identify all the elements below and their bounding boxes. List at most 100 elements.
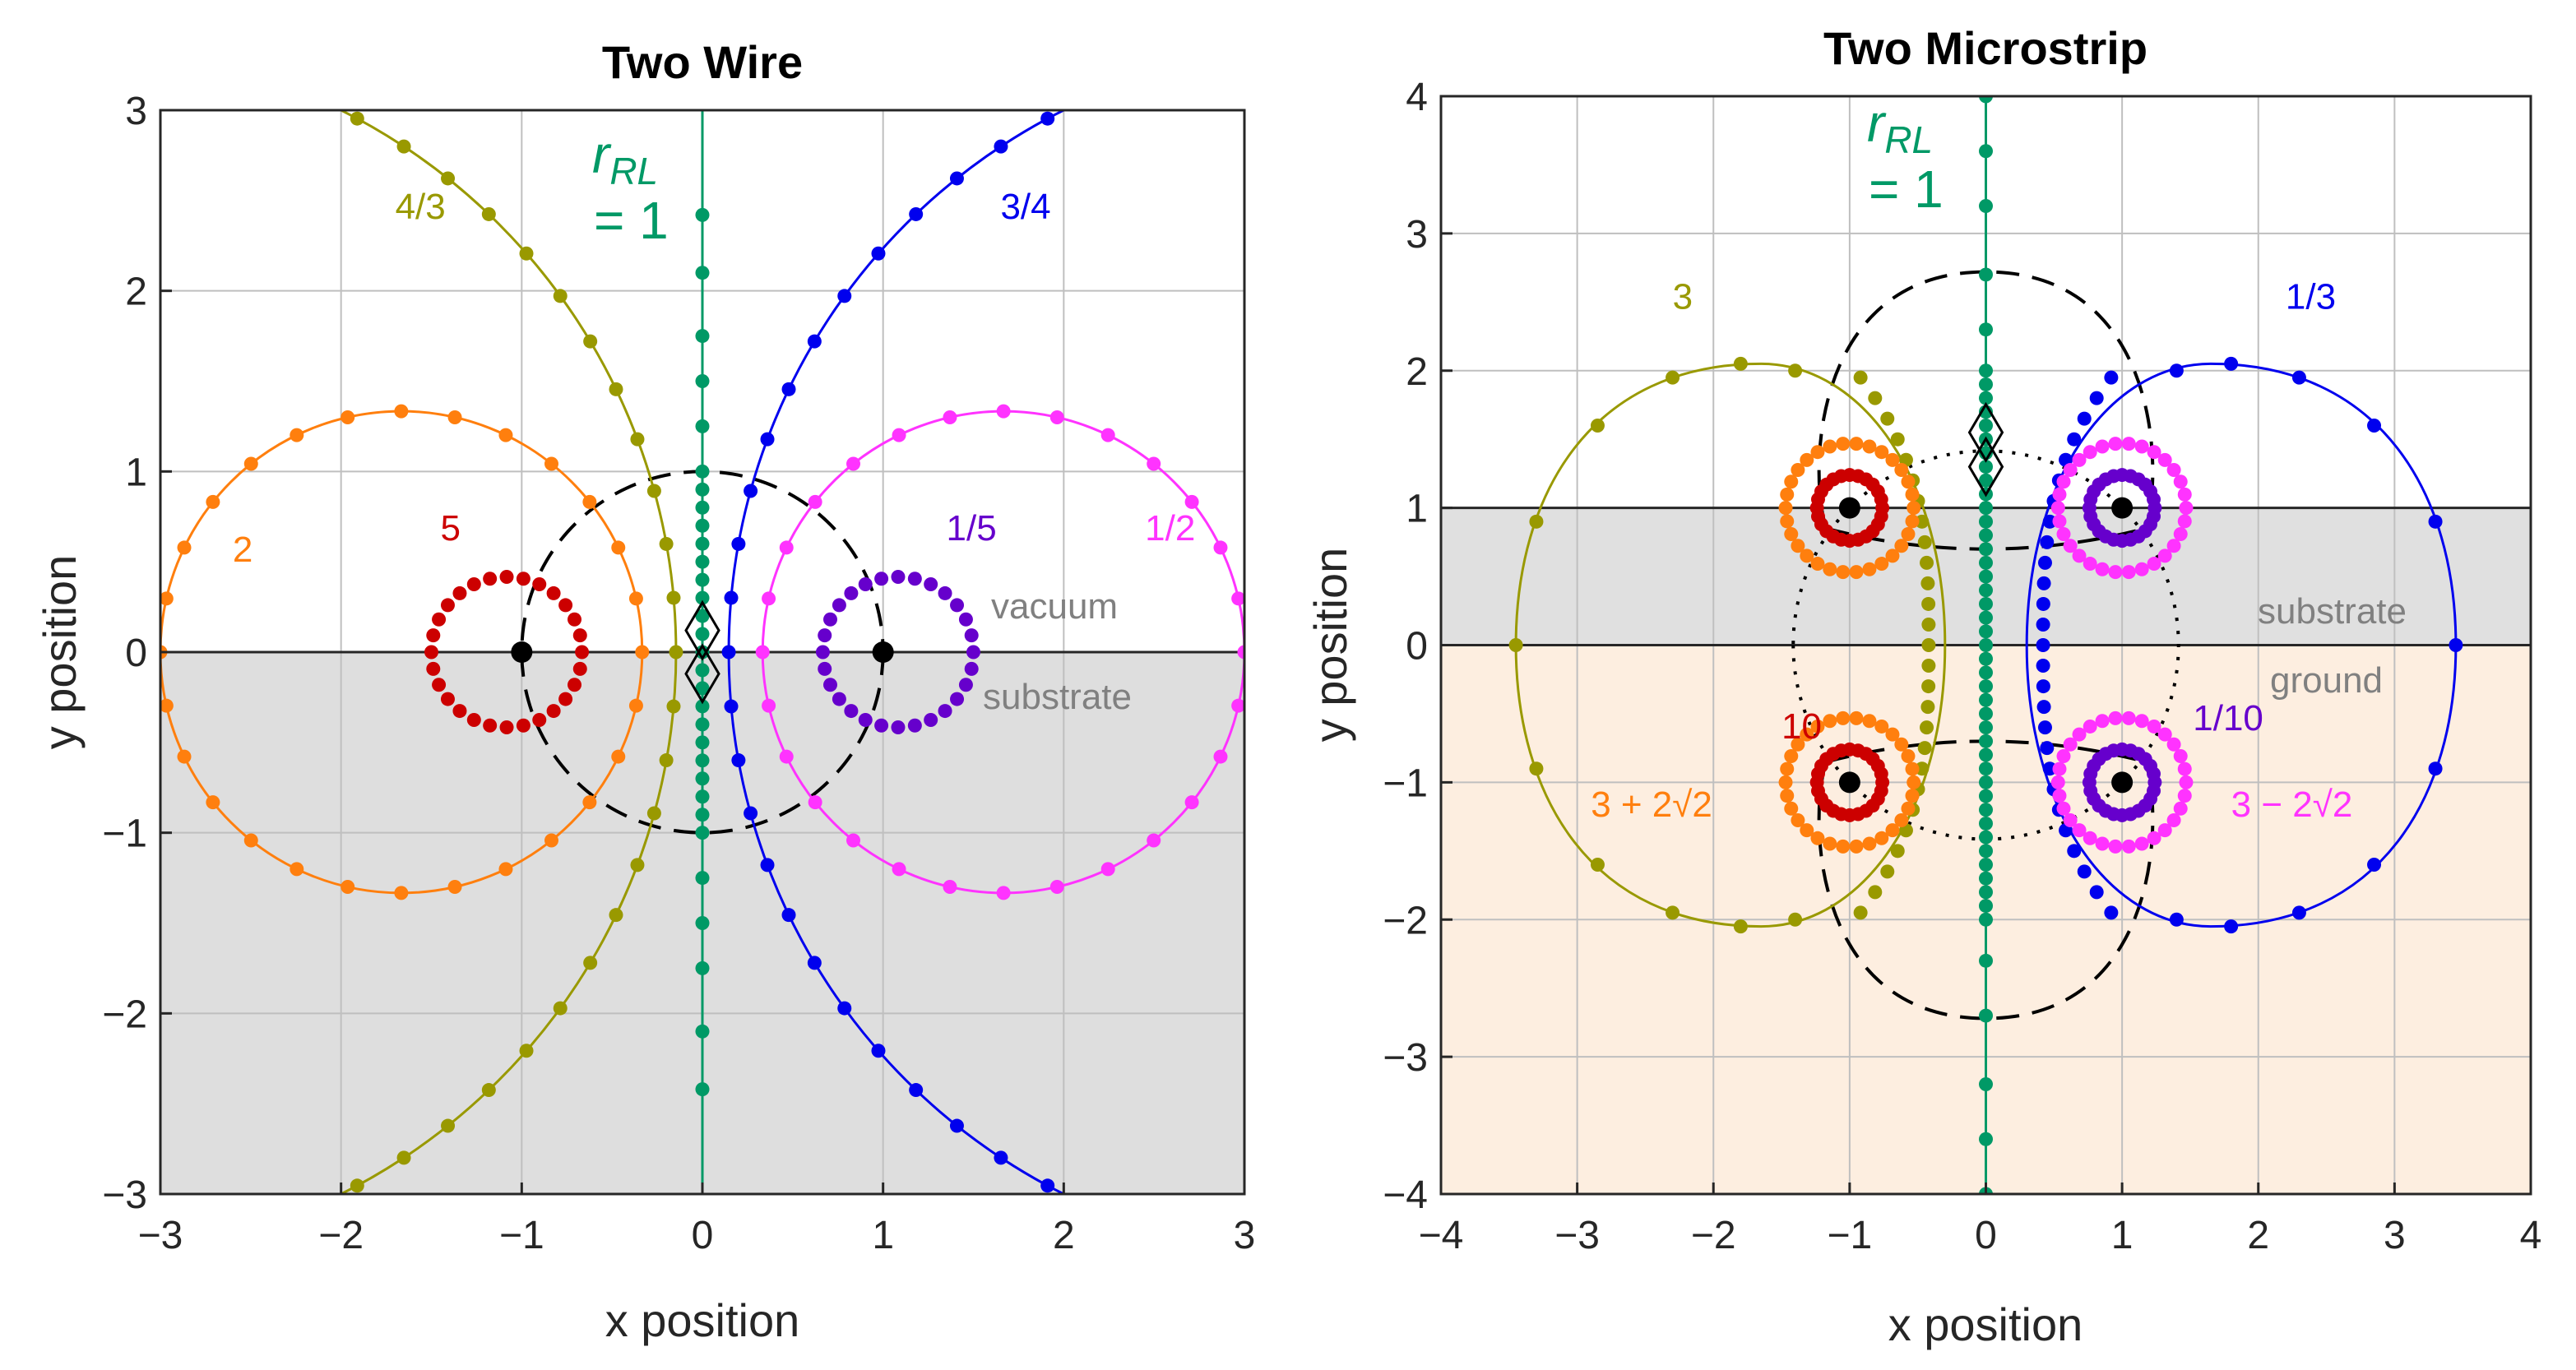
- two-wire-series-1-point: [635, 645, 650, 660]
- microstrip-series-magenta-top-point: [2173, 527, 2188, 542]
- two-microstrip-y-tick-label: 4: [1406, 76, 1428, 119]
- microstrip-series-orange-top-point: [1800, 452, 1814, 467]
- two-wire-label-4: 3/4: [1000, 187, 1050, 227]
- microstrip-series-magenta-top-point: [2072, 452, 2087, 467]
- two-wire-series-1-point: [290, 428, 304, 442]
- two-wire-series-2-point: [396, 1150, 411, 1165]
- microstrip-series-magenta-bottom-point: [2157, 727, 2172, 742]
- two-wire-series-0-point: [432, 678, 447, 692]
- two-microstrip-x-tick-label: 2: [2247, 1214, 2269, 1257]
- microstrip-series-green-point: [1979, 501, 1993, 516]
- microstrip-series-green-point: [1979, 789, 1993, 803]
- microstrip-series-green-point: [1979, 473, 1993, 488]
- microstrip-series-orange-top-point: [1894, 539, 1909, 553]
- two-wire-series-6-point: [832, 692, 846, 706]
- microstrip-series-orange-top-point: [1836, 565, 1851, 580]
- two-wire-series-4-point: [994, 139, 1008, 154]
- two-wire-series-1-point: [341, 880, 355, 895]
- two-microstrip-x-tick-label: 3: [2384, 1214, 2406, 1257]
- microstrip-series-green-point: [1979, 1077, 1993, 1091]
- microstrip-marker-lower: [1967, 436, 2004, 498]
- two-wire-series-3-point: [695, 645, 710, 660]
- two-wire-series-5-point: [779, 540, 794, 555]
- microstrip-series-magenta-top-point: [2121, 437, 2136, 451]
- two-wire-series-2-point: [666, 699, 681, 714]
- two-wire-series-0-point: [572, 661, 587, 676]
- two-wire-series-5-point: [996, 404, 1011, 419]
- microstrip-series-olive-point: [1920, 700, 1935, 715]
- microstrip-series-orange-bottom-point: [1874, 831, 1889, 845]
- two-microstrip-x-tick-label: 4: [2520, 1214, 2542, 1257]
- two-wire-marker-lower: [684, 643, 720, 705]
- microstrip-series-orange-bottom-point: [1791, 812, 1805, 827]
- microstrip-series-blue-point: [2036, 596, 2050, 611]
- microstrip-series-orange-bottom-point: [1823, 714, 1837, 729]
- microstrip-series-orange-top-point: [1901, 527, 1916, 542]
- two-wire-x-tick-label: −1: [499, 1214, 544, 1257]
- microstrip-series-blue-point: [2036, 617, 2050, 632]
- microstrip-series-orange-top-point: [1836, 437, 1851, 451]
- microstrip-series-olive-point: [1788, 912, 1803, 927]
- two-wire-series-1-point: [582, 795, 597, 810]
- microstrip-series-red-bottom-point: [1874, 784, 1888, 798]
- two-wire-series-6-point: [822, 678, 837, 692]
- two-wire-series-2-point: [583, 956, 598, 970]
- microstrip-series-magenta-top-point: [2173, 474, 2188, 489]
- two-wire-series-4-point: [1300, 1251, 1314, 1265]
- two-wire-series-4-point: [1462, 54, 1476, 68]
- two-microstrip-label-5: 3 − 2√2: [2231, 785, 2353, 825]
- microstrip-series-magenta-top-point: [2121, 565, 2136, 580]
- microstrip-series-magenta-top-point: [2147, 445, 2161, 460]
- two-wire-series-4-point: [760, 432, 775, 447]
- two-wire-series-1-point: [611, 749, 626, 764]
- two-wire-series-0-point: [568, 612, 582, 627]
- microstrip-series-olive-point: [1868, 391, 1883, 405]
- two-wire-series-3-point: [695, 572, 710, 587]
- microstrip-series-olive-point: [1788, 363, 1803, 378]
- two-wire-series-2-point: [553, 289, 568, 303]
- two-wire-series-1-point: [628, 591, 643, 606]
- two-wire-series-0-point: [483, 572, 498, 586]
- two-wire-x-axis-label: x position: [605, 1294, 800, 1346]
- microstrip-series-magenta-bottom-point: [2056, 748, 2071, 763]
- microstrip-series-magenta-top-point: [2177, 514, 2192, 529]
- two-wire-series-2-point: [481, 1083, 496, 1098]
- two-wire-series-6-point: [924, 577, 938, 592]
- two-wire-series-0-point: [546, 704, 561, 719]
- two-wire-series-4-point: [1246, 44, 1260, 58]
- two-wire-series-4-point: [731, 753, 746, 768]
- two-wire-series-4-point: [1040, 1178, 1055, 1193]
- microstrip-series-green-point: [1979, 803, 1993, 817]
- microstrip-series-green-point: [1979, 1132, 1993, 1146]
- two-wire-series-3-point: [695, 699, 710, 714]
- two-wire-series-4-point: [909, 206, 924, 221]
- microstrip-series-olive-point: [1890, 844, 1905, 859]
- two-wire-series-2-point: [659, 753, 674, 768]
- two-wire-series-0-point: [516, 572, 530, 586]
- microstrip-series-green-point: [1979, 96, 1993, 104]
- two-wire-series-6-point: [938, 704, 952, 719]
- two-wire-series-4-point: [949, 1118, 964, 1133]
- two-wire-series-4-point: [949, 171, 964, 186]
- microstrip-series-green-point: [1979, 638, 1993, 652]
- microstrip-series-magenta-bottom-point: [2179, 775, 2194, 789]
- two-wire-series-6-point: [874, 572, 889, 586]
- microstrip-series-magenta-bottom-point: [2157, 823, 2172, 838]
- two-wire-series-3-point: [695, 266, 710, 280]
- microstrip-series-green-point: [1979, 624, 1993, 639]
- microstrip-series-blue-point: [2067, 432, 2082, 447]
- microstrip-series-magenta-top-point: [2166, 463, 2181, 478]
- two-wire-series-5-point: [755, 645, 770, 660]
- microstrip-series-magenta-top-point: [2056, 474, 2071, 489]
- two-wire-series-4-point: [731, 536, 746, 551]
- two-wire-series-1-point: [243, 833, 258, 848]
- microstrip-series-green-point: [1979, 665, 1993, 680]
- microstrip-series-green-point: [1979, 651, 1993, 666]
- two-wire-series-6-point: [832, 598, 846, 613]
- two-wire-series-4-point: [871, 1044, 886, 1058]
- microstrip-series-green-point: [1979, 844, 1993, 859]
- two-wire-series-5-point: [1231, 591, 1244, 606]
- microstrip-series-green-point: [1979, 816, 1993, 831]
- two-wire-series-5-point: [1049, 880, 1064, 895]
- microstrip-series-orange-bottom-point: [1849, 710, 1864, 725]
